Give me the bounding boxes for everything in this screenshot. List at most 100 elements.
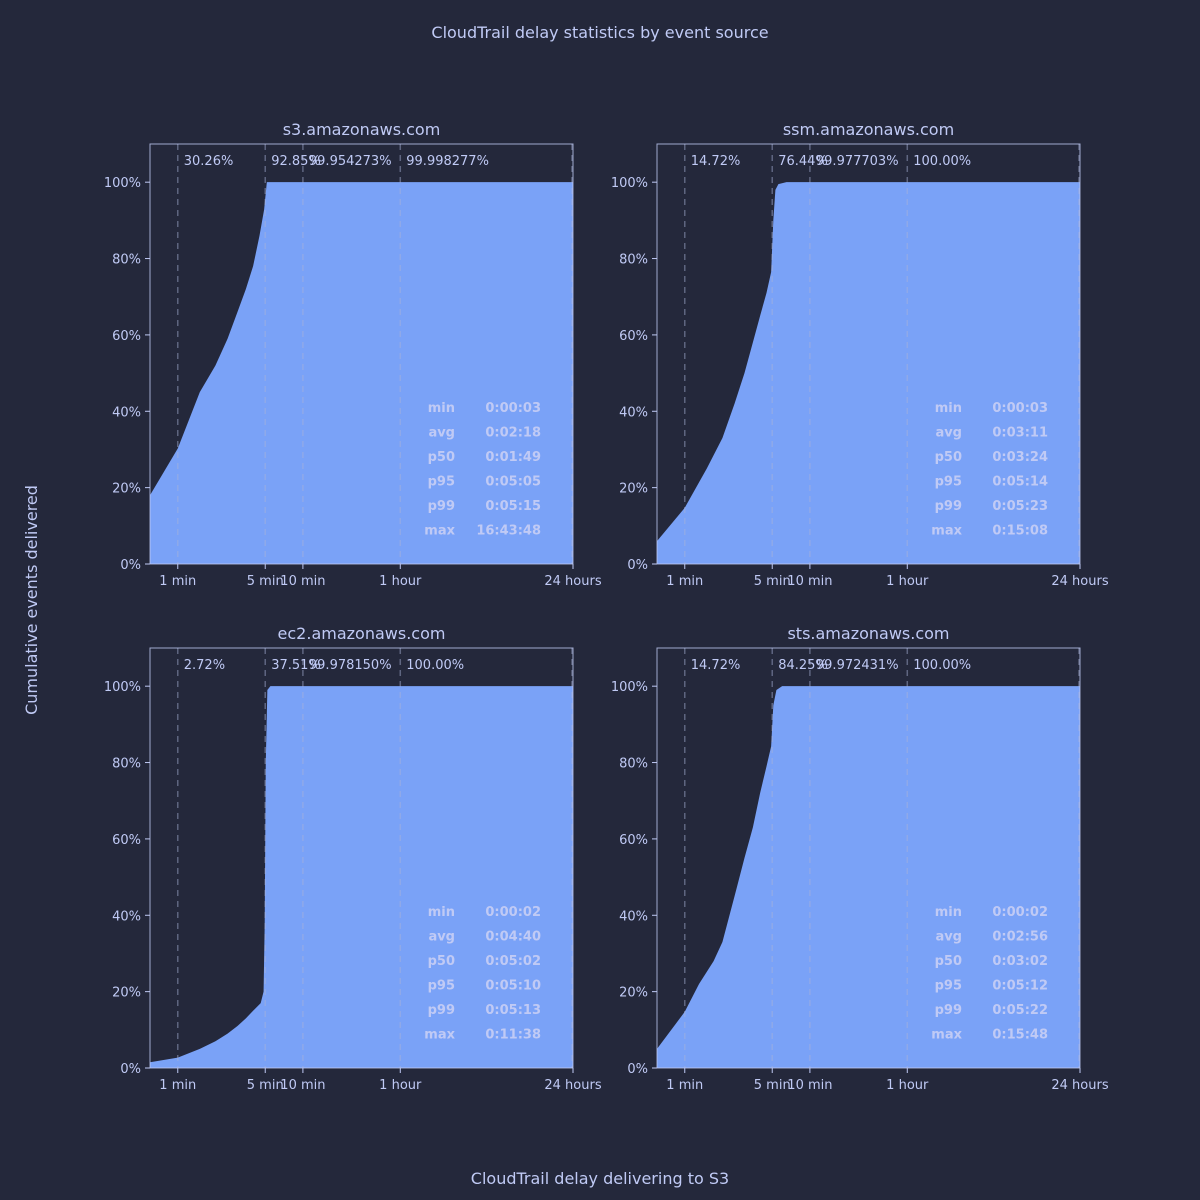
y-tick-label: 0%	[627, 558, 648, 573]
x-tick-label: 10 min	[280, 574, 325, 589]
y-tick-label: 100%	[611, 176, 648, 191]
x-tick-label: 1 hour	[379, 1078, 422, 1093]
stat-min-key: min	[428, 401, 455, 416]
threshold-label: 100.00%	[913, 154, 971, 169]
stat-p50-key: p50	[935, 450, 962, 465]
plot-frame	[149, 143, 574, 565]
cumulative-area	[150, 182, 573, 564]
x-tick-label: 1 min	[159, 1078, 196, 1093]
panel-title: s3.amazonaws.com	[283, 120, 441, 139]
stat-max-key: max	[424, 1028, 455, 1043]
stat-max-key: max	[424, 524, 455, 539]
y-tick-label: 0%	[120, 558, 141, 573]
y-tick-label: 100%	[104, 680, 141, 695]
y-tick-label: 0%	[627, 1062, 648, 1077]
threshold-label: 100.00%	[406, 658, 464, 673]
threshold-label: 2.72%	[184, 658, 225, 673]
x-tick-label: 1 hour	[379, 574, 422, 589]
stat-avg-value: 0:03:11	[992, 426, 1048, 441]
y-tick-label: 40%	[112, 909, 141, 924]
y-axis-label: Cumulative events delivered	[22, 485, 41, 715]
y-tick-label: 20%	[112, 482, 141, 497]
x-tick-label: 5 min	[247, 1078, 284, 1093]
x-tick-label: 1 hour	[886, 1078, 929, 1093]
stat-p50-value: 0:01:49	[485, 450, 541, 465]
stat-avg-key: avg	[428, 930, 455, 945]
stat-max-key: max	[931, 524, 962, 539]
chart-panel-1: s3.amazonaws.com 30.26% 92.85%99.954273% 99…	[104, 120, 602, 589]
stat-p50-value: 0:05:02	[485, 954, 541, 969]
x-tick-label: 1 min	[666, 574, 703, 589]
x-tick-label: 24 hours	[544, 574, 601, 589]
stat-avg-value: 0:04:40	[485, 930, 541, 945]
stat-max-value: 0:15:48	[992, 1028, 1048, 1043]
stat-p99-key: p99	[935, 499, 962, 514]
threshold-label: 100.00%	[913, 658, 971, 673]
stat-avg-value: 0:02:56	[992, 930, 1048, 945]
stat-p95-key: p95	[935, 475, 962, 490]
y-tick-label: 20%	[619, 986, 648, 1001]
y-tick-label: 20%	[619, 482, 648, 497]
stat-p50-value: 0:03:24	[992, 450, 1048, 465]
stat-avg-key: avg	[935, 930, 962, 945]
stat-max-value: 0:11:38	[485, 1028, 541, 1043]
stat-p95-key: p95	[935, 979, 962, 994]
x-tick-label: 5 min	[754, 574, 791, 589]
stat-p99-key: p99	[428, 1003, 455, 1018]
panels-grid: s3.amazonaws.com 30.26% 92.85%99.954273% 99…	[104, 120, 1109, 1093]
x-tick-label: 1 min	[666, 1078, 703, 1093]
stat-max-value: 0:15:08	[992, 524, 1048, 539]
x-tick-label: 5 min	[247, 574, 284, 589]
stat-min-key: min	[935, 905, 962, 920]
y-tick-label: 40%	[112, 405, 141, 420]
y-tick-label: 60%	[112, 833, 141, 848]
y-tick-label: 80%	[112, 757, 141, 772]
stat-max-key: max	[931, 1028, 962, 1043]
threshold-label: 99.978150%	[309, 658, 392, 673]
panel-title: ec2.amazonaws.com	[278, 624, 446, 643]
x-tick-label: 10 min	[787, 574, 832, 589]
panel-title: sts.amazonaws.com	[787, 624, 949, 643]
stat-min-value: 0:00:02	[992, 905, 1048, 920]
x-tick-label: 1 min	[159, 574, 196, 589]
x-tick-label: 24 hours	[1051, 1078, 1108, 1093]
stat-p99-value: 0:05:23	[992, 499, 1048, 514]
stat-min-key: min	[935, 401, 962, 416]
stat-min-value: 0:00:03	[485, 401, 541, 416]
stat-avg-key: avg	[428, 426, 455, 441]
stat-avg-value: 0:02:18	[485, 426, 541, 441]
stat-max-value: 16:43:48	[476, 524, 541, 539]
y-tick-label: 20%	[112, 986, 141, 1001]
threshold-label: 30.26%	[184, 154, 234, 169]
stat-p95-value: 0:05:05	[485, 475, 541, 490]
plot-frame	[149, 647, 574, 1069]
y-tick-label: 60%	[619, 329, 648, 344]
x-tick-label: 1 hour	[886, 574, 929, 589]
stat-p50-key: p50	[935, 954, 962, 969]
y-tick-label: 0%	[120, 1062, 141, 1077]
threshold-label: 14.72%	[691, 658, 741, 673]
x-tick-label: 5 min	[754, 1078, 791, 1093]
stat-min-key: min	[428, 905, 455, 920]
stat-p95-key: p95	[428, 979, 455, 994]
x-axis-label: CloudTrail delay delivering to S3	[471, 1169, 729, 1188]
cumulative-area	[657, 686, 1080, 1068]
threshold-label: 92.85%	[271, 154, 321, 169]
stat-avg-key: avg	[935, 426, 962, 441]
y-tick-label: 80%	[619, 757, 648, 772]
threshold-label: 99.998277%	[406, 154, 489, 169]
stat-p99-value: 0:05:13	[485, 1003, 541, 1018]
threshold-label: 76.44%	[778, 154, 828, 169]
chart-panel-3: ec2.amazonaws.com 2.72% 37.51%99.978150% 10…	[104, 624, 602, 1093]
panel-title: ssm.amazonaws.com	[783, 120, 954, 139]
cumulative-area	[657, 182, 1080, 564]
plot-frame	[656, 647, 1081, 1069]
stat-p95-value: 0:05:12	[992, 979, 1048, 994]
x-tick-label: 10 min	[787, 1078, 832, 1093]
cumulative-area	[150, 686, 573, 1068]
chart-panel-4: sts.amazonaws.com 14.72% 84.25%99.972431% 1…	[611, 624, 1109, 1093]
plot-frame	[656, 143, 1081, 565]
y-tick-label: 80%	[112, 253, 141, 268]
y-tick-label: 100%	[104, 176, 141, 191]
